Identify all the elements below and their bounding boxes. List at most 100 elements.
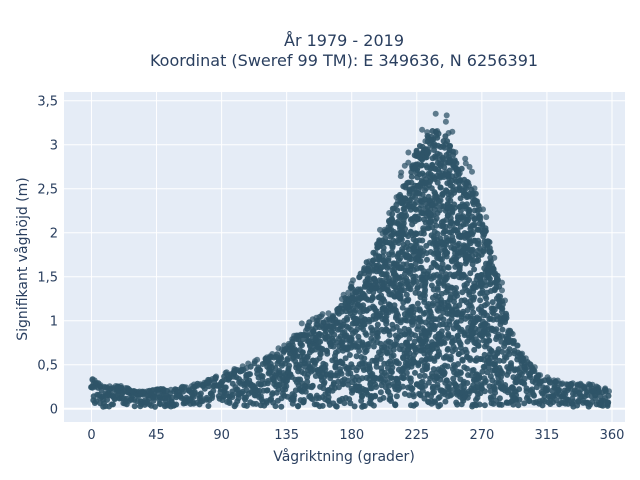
data-point (347, 400, 354, 407)
data-point (394, 207, 401, 214)
data-point (447, 156, 453, 163)
data-point (209, 392, 216, 399)
data-point (353, 353, 360, 360)
data-point (473, 396, 479, 403)
data-point (445, 264, 452, 271)
y-tick-label: 3,5 (37, 94, 58, 109)
x-tick-label: 90 (213, 428, 230, 443)
data-point (482, 378, 489, 384)
data-point (275, 386, 282, 393)
data-point (508, 362, 514, 369)
data-point (108, 401, 115, 408)
data-point (374, 334, 381, 341)
data-point (485, 332, 492, 339)
data-point (450, 237, 457, 244)
data-point (489, 299, 496, 306)
x-tick-label: 360 (600, 428, 625, 443)
data-point (290, 397, 297, 404)
data-point (474, 201, 481, 207)
data-point (400, 375, 407, 381)
data-point (304, 378, 311, 385)
data-point (325, 394, 332, 401)
y-tick-label: 2 (50, 226, 58, 241)
data-point (291, 392, 298, 399)
data-point (469, 246, 476, 253)
data-point (442, 118, 449, 125)
data-point (345, 381, 351, 388)
data-point (421, 292, 428, 299)
data-point (499, 287, 505, 294)
data-point (400, 220, 407, 227)
data-point (470, 367, 477, 373)
data-point (380, 394, 387, 401)
data-point (264, 380, 271, 387)
data-point (385, 257, 392, 264)
data-point (436, 274, 443, 280)
data-point (477, 214, 483, 221)
data-point (471, 221, 478, 228)
data-point (379, 253, 386, 260)
data-point (440, 339, 447, 345)
y-axis-title: Signifikant våghöjd (m) (14, 177, 31, 340)
data-point (537, 372, 544, 379)
data-point (439, 261, 446, 267)
data-point (506, 351, 513, 357)
x-tick-label: 45 (148, 428, 165, 443)
data-point (456, 302, 463, 309)
data-point (476, 401, 483, 408)
data-point (453, 285, 459, 291)
data-point (269, 391, 276, 398)
data-point (503, 312, 510, 319)
data-point (570, 398, 577, 405)
data-point (369, 294, 376, 301)
data-point (319, 402, 326, 409)
data-point (410, 358, 417, 365)
data-point (173, 401, 180, 408)
data-point (481, 279, 488, 285)
data-point (595, 385, 602, 392)
data-point (524, 393, 531, 399)
y-tick-label: 3 (50, 138, 58, 153)
data-point (398, 282, 405, 289)
data-point (403, 291, 410, 298)
data-point (424, 256, 430, 263)
data-point (342, 355, 349, 362)
data-point (470, 309, 477, 316)
data-point (385, 382, 392, 389)
data-point (370, 343, 377, 350)
data-point (278, 403, 285, 410)
y-tick-labels: 0 0,5 1 1,5 2 2,5 3 3,5 (37, 94, 58, 417)
data-point (466, 277, 473, 284)
data-point (401, 287, 407, 294)
data-point (419, 378, 426, 385)
data-point (373, 384, 380, 390)
data-point (435, 348, 442, 355)
data-point (499, 279, 505, 286)
data-point (397, 319, 404, 326)
data-point (389, 211, 396, 217)
data-point (477, 297, 484, 304)
data-point (437, 184, 444, 191)
data-point (388, 398, 394, 404)
data-points (88, 110, 612, 410)
data-point (414, 300, 421, 307)
data-point (569, 380, 576, 387)
data-point (496, 395, 503, 402)
data-point (302, 388, 309, 395)
data-point (412, 241, 419, 248)
data-point (434, 179, 441, 186)
data-point (414, 285, 421, 292)
data-point (399, 304, 406, 311)
data-point (472, 190, 479, 197)
data-point (530, 391, 537, 398)
data-point (454, 401, 461, 408)
data-point (372, 249, 379, 256)
data-point (446, 167, 453, 174)
data-point (365, 340, 372, 347)
data-point (303, 332, 310, 339)
data-point (210, 387, 217, 394)
data-point (320, 385, 327, 392)
data-point (424, 149, 431, 156)
data-point (398, 169, 405, 176)
data-point (378, 351, 384, 358)
